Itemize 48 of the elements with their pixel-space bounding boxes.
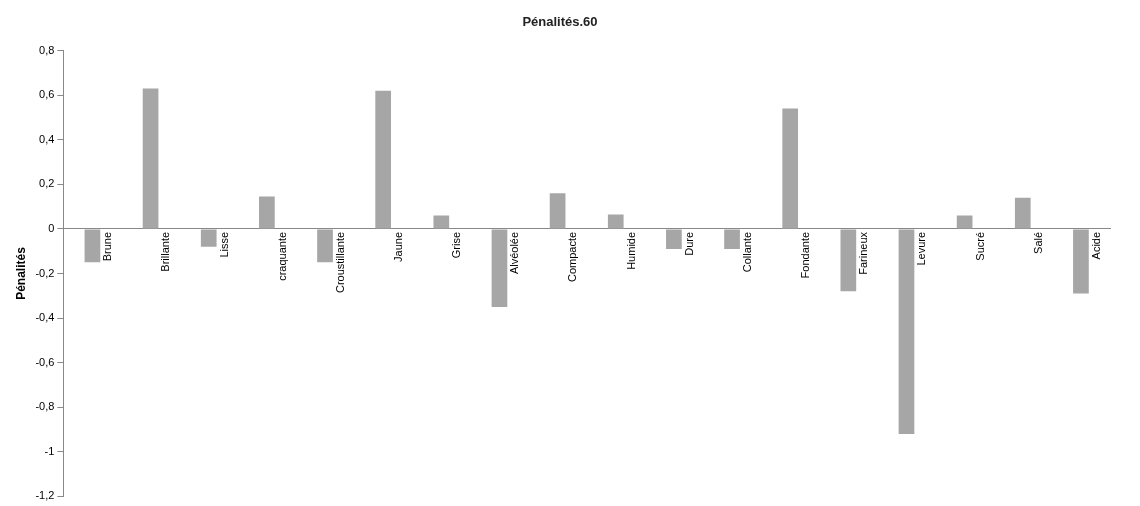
bar bbox=[375, 90, 392, 229]
x-tick-label: Sucré bbox=[973, 231, 986, 261]
x-tick-label: Levure bbox=[915, 231, 928, 266]
bar bbox=[142, 88, 159, 229]
x-tick-label: Compacte bbox=[566, 231, 579, 283]
bar bbox=[1014, 197, 1031, 229]
y-tick-label: 0,6 bbox=[39, 88, 55, 101]
y-tick-label: -0,6 bbox=[35, 355, 55, 368]
x-tick-label: Farineux bbox=[857, 231, 870, 275]
x-tick-label: Jaune bbox=[392, 231, 405, 262]
x-tick-label: Croustillante bbox=[333, 231, 346, 294]
x-tick-label: Fondante bbox=[799, 231, 812, 279]
bar bbox=[317, 229, 333, 263]
y-tick-label: 0,8 bbox=[39, 43, 55, 56]
x-tick-label: Brune bbox=[101, 231, 114, 262]
x-tick-label: craquante bbox=[275, 231, 288, 281]
x-tick-label: Collante bbox=[740, 231, 753, 273]
x-tick-label: Lisse bbox=[217, 231, 230, 258]
y-tick-label: -0,8 bbox=[35, 400, 55, 413]
y-tick-label: -0,4 bbox=[35, 311, 55, 324]
y-tick-label: -0,2 bbox=[35, 266, 55, 279]
x-tick-label: Salé bbox=[1031, 231, 1044, 254]
y-tick-label: -1,2 bbox=[35, 489, 55, 502]
y-axis-title: Pénalités bbox=[13, 246, 28, 300]
y-tick-label: 0,4 bbox=[39, 132, 55, 145]
bar bbox=[1073, 229, 1089, 294]
x-tick-label: Alvéolée bbox=[508, 231, 521, 275]
x-tick-label: Grise bbox=[450, 231, 463, 259]
bar bbox=[607, 214, 624, 229]
bar bbox=[549, 193, 566, 229]
bar bbox=[666, 229, 682, 249]
bar bbox=[200, 229, 217, 247]
bar bbox=[724, 229, 740, 249]
y-tick-label: -1 bbox=[44, 444, 55, 457]
y-tick-label: 0 bbox=[48, 221, 55, 234]
x-tick-label: Acide bbox=[1089, 231, 1102, 260]
y-tick-label: 0,2 bbox=[39, 177, 55, 190]
x-tick-label: Brillante bbox=[159, 231, 172, 272]
bar bbox=[84, 229, 101, 263]
bar bbox=[259, 196, 275, 229]
bar bbox=[433, 215, 450, 229]
bar bbox=[840, 229, 857, 292]
x-tick-label: Humide bbox=[624, 231, 637, 270]
x-tick-label: Dure bbox=[682, 231, 695, 256]
bar bbox=[782, 108, 799, 229]
bar bbox=[491, 229, 508, 307]
chart-title: Pénalités.60 bbox=[522, 14, 598, 30]
bar bbox=[898, 229, 915, 434]
